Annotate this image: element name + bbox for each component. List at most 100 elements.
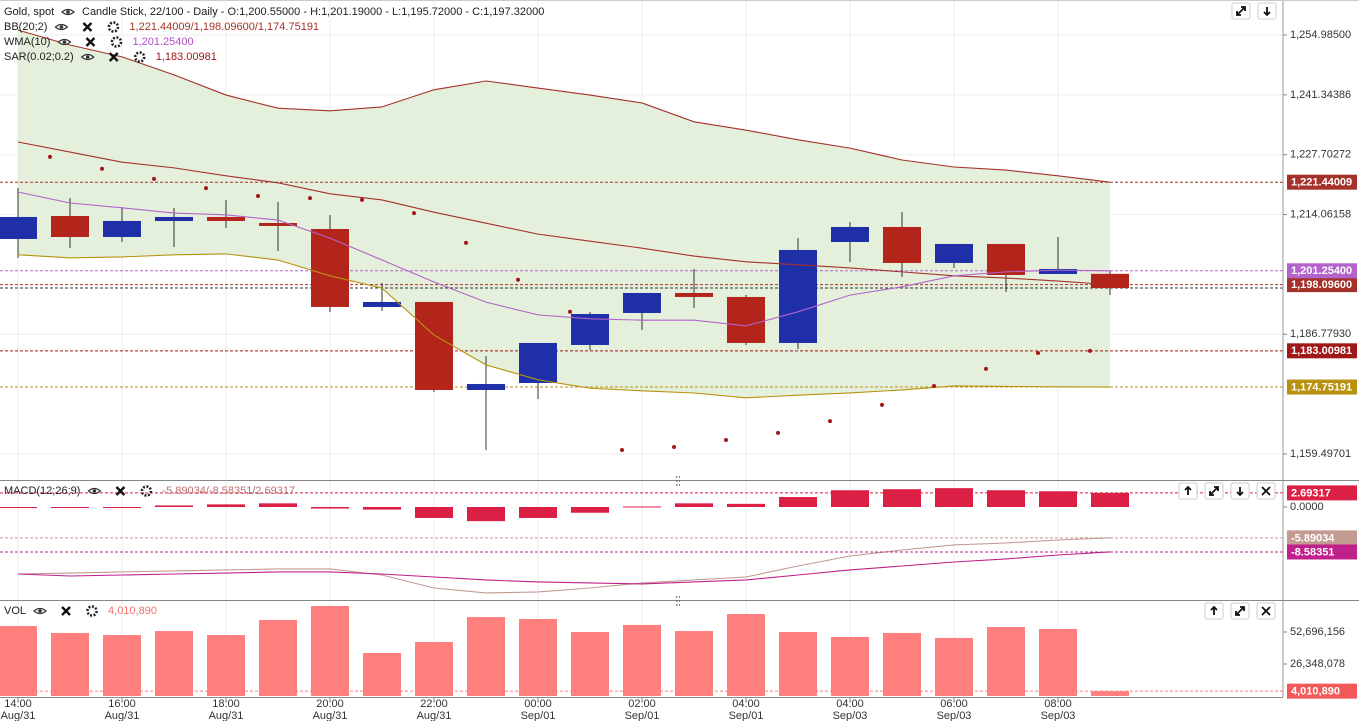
indicator-line [17,141,1111,286]
price-tag-bg [1287,263,1357,279]
y-tick-label: 1,254.98500 [1290,29,1351,41]
y-tick-label: 26,348,078 [1290,658,1345,670]
sar-dot [152,176,156,181]
sar-dot [672,444,676,449]
macd-tag-bg [1287,485,1357,501]
eye-pupil [85,55,90,59]
gear-icon[interactable] [107,21,120,33]
eye-pupil [62,40,67,44]
macd-line [17,551,1111,585]
macd-tag: 2.69317 [1291,487,1331,499]
x-tick-label: 06:00 Sep/03 [937,698,972,721]
macd-histogram-bar [51,506,89,508]
gear-icon[interactable] [133,51,146,63]
eye-pupil [66,10,70,14]
eye-icon[interactable] [87,487,102,495]
price-tag: 1,174.75191 [1291,381,1352,393]
eye-icon[interactable] [61,8,75,16]
sar-dot [568,309,572,314]
close-shape [82,22,93,32]
volume-bar [779,631,817,696]
eye-pupil [59,25,64,29]
macd-histogram-bar [311,506,349,509]
indicator-line [17,29,1111,183]
indicator-readout: 1,183.00981 [156,51,217,63]
candle-body [831,226,869,242]
volume-bar [519,618,557,696]
sar-dot [100,166,104,171]
eye-pupil [38,609,42,613]
eye-icon[interactable] [33,607,47,615]
panel-readout: -5.89034/-8.58351/2.69317 [162,485,295,497]
price-panel [0,29,1283,453]
gear-icon[interactable] [86,605,98,617]
macd-tag: -8.58351 [1291,546,1334,558]
gear-icon[interactable] [110,36,123,48]
sar-dot [620,448,624,453]
eye-pupil [92,489,97,493]
panel-button[interactable] [1204,602,1224,620]
macd-histogram-bar [623,506,661,508]
indicator-name: WMA(10) [4,36,50,48]
axis-layer: 14:00 Aug/31 16:00 Aug/31 18:00 Aug/31 20:00 Au… [1,29,1357,721]
panel-button[interactable] [1178,482,1198,500]
close-icon[interactable] [85,37,96,47]
chart-info: Candle Stick, 22/100 - Daily - O:1,200.5… [82,6,544,18]
volume-bar [987,627,1025,696]
volume-bar [623,624,661,696]
x-tick-label: 18:00 Aug/31 [209,698,244,721]
macd-histogram-bar [935,488,973,507]
close-icon[interactable] [115,486,126,496]
macd-tag-bg [1287,544,1357,560]
sar-dot [1088,348,1092,353]
macd-histogram-bar [571,506,609,513]
gear-icon[interactable] [140,485,153,497]
x-tick-label: 04:00 Sep/03 [833,698,868,721]
sar-dot [308,196,312,201]
gear-hole [115,40,118,44]
x-tick-label: 02:00 Sep/01 [625,698,660,721]
button-glyph [1235,606,1245,616]
panel-button[interactable] [1230,482,1250,500]
y-tick-label: 1,241.34386 [1290,89,1351,101]
sar-dot [412,211,416,216]
close-shape [61,606,71,616]
volume-bar [363,653,401,696]
close-icon[interactable] [61,606,71,616]
sar-dot [1036,351,1040,356]
sar-dot [204,186,208,191]
volume-bar [727,614,765,696]
macd-histogram-bar [675,503,713,507]
close-icon[interactable] [108,52,119,62]
close-icon[interactable] [82,22,93,32]
eye-icon[interactable] [54,23,69,31]
macd-histogram-bar [831,490,869,507]
gear-teeth [133,51,146,63]
macd-tag: -5.89034 [1291,532,1335,544]
eye-icon[interactable] [80,53,95,61]
macd-histogram-bar [727,503,765,507]
panel-button[interactable] [1204,482,1224,500]
candle-body [363,301,401,307]
candle-body [155,216,193,221]
panel-button[interactable] [1256,482,1276,500]
candle-body [311,229,349,307]
indicator-name: BB(20;2) [4,21,47,33]
x-tick-label: 16:00 Aug/31 [105,698,140,721]
panel-button[interactable] [1230,602,1250,620]
candle-body [259,222,297,226]
volume-bar [103,635,141,696]
panel-button[interactable] [1231,2,1251,20]
panel-button[interactable] [1257,2,1277,20]
macd-histogram-bar [883,489,921,507]
indicator-line [17,253,1111,399]
volume-bar [935,637,973,696]
eye-icon[interactable] [57,38,72,46]
panel-button[interactable] [1256,602,1276,620]
y-tick-label: 1,186.77930 [1290,328,1351,340]
sar-dot [724,437,728,442]
volume-bar [883,632,921,696]
close-shape [108,52,119,62]
price-tag: 1,183.00981 [1291,345,1352,357]
